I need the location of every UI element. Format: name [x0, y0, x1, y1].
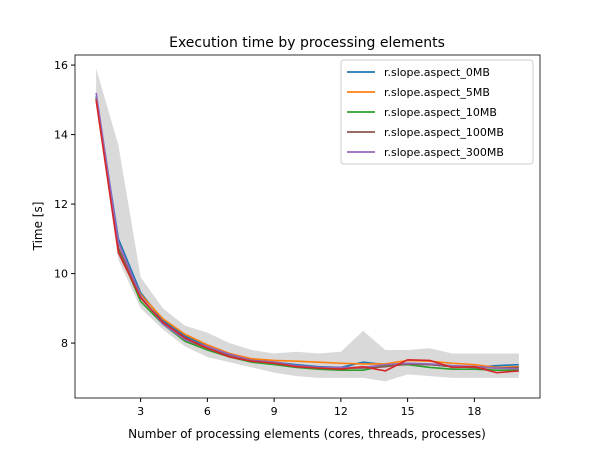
x-tick-label: 9: [271, 405, 278, 418]
y-tick-label: 8: [61, 337, 68, 350]
series-line-5: [95, 99, 519, 374]
legend-label: r.slope.aspect_5MB: [384, 86, 490, 99]
x-tick-label: 18: [467, 405, 481, 418]
x-axis-label: Number of processing elements (cores, th…: [128, 427, 486, 441]
legend-label: r.slope.aspect_300MB: [384, 146, 504, 159]
y-axis-label: Time [s]: [31, 202, 45, 252]
y-tick-label: 14: [54, 129, 68, 142]
legend-label: r.slope.aspect_10MB: [384, 106, 497, 119]
axis-ticks: 3 6 9 12 15 18 8 10 12 14 16: [54, 59, 481, 418]
y-tick-label: 10: [54, 268, 68, 281]
y-tick-label: 16: [54, 59, 68, 72]
legend-box: [340, 59, 534, 165]
chart-title: Execution time by processing elements: [169, 35, 445, 51]
x-tick-label: 6: [204, 405, 211, 418]
x-tick-label: 15: [401, 405, 415, 418]
x-tick-label: 3: [137, 405, 144, 418]
legend-label: r.slope.aspect_100MB: [384, 126, 504, 139]
series-line-1: [95, 99, 519, 369]
series-line-4: [95, 92, 519, 370]
x-tick-label: 12: [334, 405, 348, 418]
series-lines: [95, 92, 519, 374]
plot-frame: [74, 54, 541, 399]
legend-label: r.slope.aspect_0MB: [384, 66, 490, 79]
y-tick-label: 12: [54, 198, 68, 211]
legend: r.slope.aspect_0MB r.slope.aspect_5MB r.sl…: [340, 59, 534, 165]
